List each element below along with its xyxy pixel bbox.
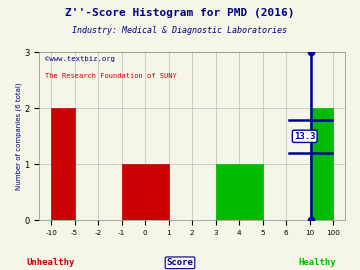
Text: The Research Foundation of SUNY: The Research Foundation of SUNY [45, 73, 177, 79]
Bar [216, 164, 263, 220]
Text: ©www.textbiz.org: ©www.textbiz.org [45, 56, 116, 62]
Y-axis label: Number of companies (6 total): Number of companies (6 total) [15, 83, 22, 190]
Text: 13.3: 13.3 [294, 132, 315, 141]
Bar [51, 108, 75, 220]
Text: Score: Score [167, 258, 193, 267]
Text: Unhealthy: Unhealthy [26, 258, 75, 267]
Bar [122, 164, 169, 220]
Bar [310, 108, 333, 220]
Text: Z''-Score Histogram for PMD (2016): Z''-Score Histogram for PMD (2016) [65, 8, 295, 18]
Text: Industry: Medical & Diagnostic Laboratories: Industry: Medical & Diagnostic Laborator… [72, 26, 288, 35]
Text: Healthy: Healthy [298, 258, 336, 267]
